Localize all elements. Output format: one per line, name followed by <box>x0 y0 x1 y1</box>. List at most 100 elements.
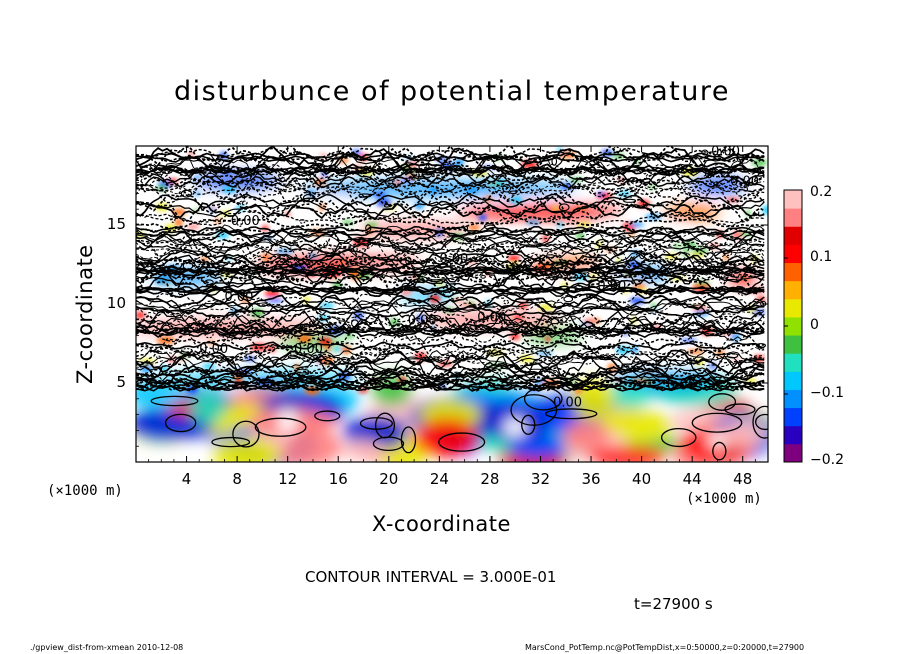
field-blob <box>478 213 487 221</box>
contour-line <box>438 432 486 452</box>
contour-label: 0.00 <box>667 378 696 393</box>
contour-loop <box>483 223 496 230</box>
contour-line <box>136 370 765 387</box>
contour-loop <box>716 149 722 157</box>
contour-line <box>136 178 765 196</box>
contour-line <box>136 174 765 190</box>
plot-area: 0.00 0.00 0.00 0.00 0.00 0.00 0.00 0.00 0.00 0.00… <box>136 144 768 462</box>
contour-loop <box>429 315 442 321</box>
contour-loop <box>425 356 440 361</box>
contour-line <box>136 300 765 313</box>
contour-loop <box>554 267 567 272</box>
colorbar-segment <box>784 425 802 445</box>
field-blob <box>262 253 271 261</box>
x-tick-label: 44 <box>682 470 702 488</box>
contour-loop <box>596 239 609 248</box>
contour-loop <box>695 265 703 270</box>
contour-loop <box>447 288 458 294</box>
contour-loop <box>287 354 299 360</box>
field-blob <box>563 419 610 452</box>
contour-line <box>136 229 765 238</box>
contour-label: 0.00 <box>439 252 468 267</box>
field-blob <box>545 336 551 342</box>
contour-loop <box>712 181 718 187</box>
contour-line <box>136 146 765 168</box>
contour-loop <box>248 331 262 336</box>
colorbar-tick-label: 0.1 <box>810 249 833 265</box>
colorbar-tick-label: −0.1 <box>810 385 844 401</box>
contour-loop <box>563 295 574 303</box>
field-blob <box>376 198 392 208</box>
contour-loop <box>737 287 749 296</box>
contour-line <box>136 243 765 253</box>
contour-line <box>136 167 765 189</box>
contour-loop <box>472 243 484 253</box>
contour-loop <box>162 324 171 332</box>
contour-label: 0.00 <box>553 396 582 411</box>
contour-loop <box>238 200 248 206</box>
contour-line <box>254 417 307 437</box>
contour-line <box>136 326 765 335</box>
contour-line <box>136 154 765 163</box>
contour-loop <box>559 242 570 248</box>
contour-line <box>136 226 765 236</box>
contour-loop <box>726 352 739 359</box>
contour-loop <box>705 169 713 179</box>
chart-title: disturbunce of potential temperature <box>174 76 730 107</box>
field-blob <box>202 363 216 369</box>
x-tick-label: 48 <box>733 470 753 488</box>
contour-line <box>136 181 765 208</box>
contour-line <box>164 413 197 433</box>
contour-loop <box>392 211 399 220</box>
contour-loop <box>623 198 637 203</box>
contour-label: 0.00 <box>711 144 740 159</box>
contour-line <box>136 163 765 185</box>
contour-line <box>136 205 765 225</box>
contour-line <box>510 394 558 426</box>
contour-loop <box>405 256 412 266</box>
contour-line <box>752 405 768 439</box>
contour-loop <box>328 286 340 291</box>
field-blob <box>468 224 481 231</box>
contour-loop <box>147 260 161 264</box>
contour-loop <box>518 264 527 271</box>
field-blob <box>318 337 333 346</box>
contour-line <box>136 216 765 230</box>
contour-loop <box>421 172 434 176</box>
field-blob <box>174 218 183 227</box>
contour-line <box>136 267 765 276</box>
contour-label: 0.00 <box>477 310 506 325</box>
contour-line <box>712 441 727 461</box>
contour-line <box>136 256 765 269</box>
contour-label: 0.00 <box>294 342 323 357</box>
contour-lines <box>136 146 768 461</box>
contour-line <box>136 166 765 192</box>
contour-loop <box>276 327 285 337</box>
contour-line <box>211 436 251 448</box>
contour-loop <box>302 193 316 203</box>
contour-loop <box>497 339 507 346</box>
contour-line <box>136 273 765 297</box>
field-blob <box>186 223 200 230</box>
contour-loop <box>236 218 244 227</box>
contour-line <box>136 362 765 390</box>
field-blob <box>487 182 505 186</box>
field-blob <box>365 222 379 227</box>
contour-loop <box>358 193 372 198</box>
y-tick-label: 5 <box>116 373 126 391</box>
contour-line <box>136 287 765 296</box>
field-blob <box>277 408 298 433</box>
contour-loop <box>222 331 236 341</box>
contour-line <box>136 230 765 257</box>
colorbar-segment <box>784 407 802 427</box>
colorbar-segment <box>784 335 802 354</box>
x-axis-unit-left: (×1000 m) <box>47 483 123 499</box>
contour-loop <box>722 150 734 156</box>
x-tick-label: 40 <box>632 470 652 488</box>
contour-loop <box>365 224 372 233</box>
contour-line <box>136 247 765 265</box>
y-tick-label: 15 <box>106 215 126 233</box>
contour-loop <box>548 273 558 278</box>
contour-loop <box>619 287 625 295</box>
